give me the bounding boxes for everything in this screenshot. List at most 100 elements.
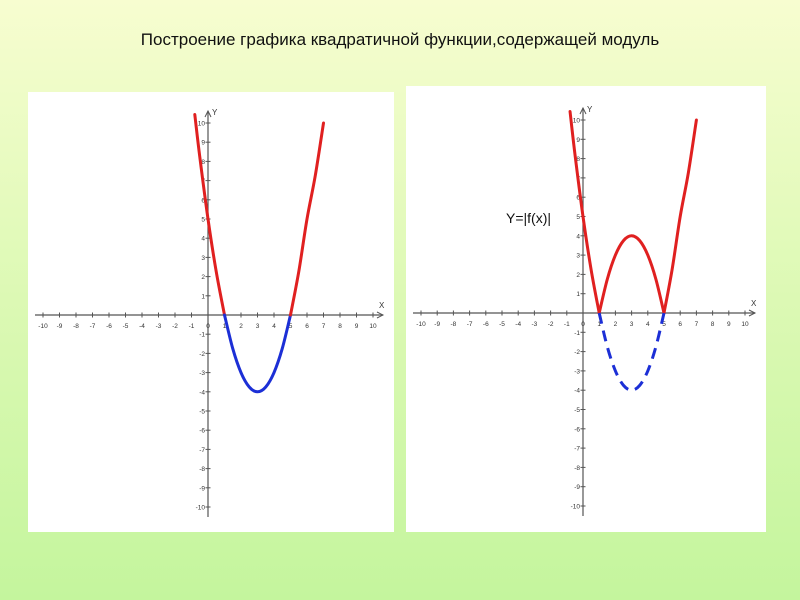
chart1-x-tick-label: 3 — [630, 321, 634, 328]
chart0-x-tick-label: -8 — [73, 323, 79, 330]
chart0-x-tick-label: -3 — [156, 323, 162, 330]
chart0-x-tick-label: 10 — [369, 323, 377, 330]
chart1-y-tick-label: 2 — [576, 272, 580, 279]
chart0-x-tick-label: 2 — [239, 323, 243, 330]
chart1-series-1 — [597, 234, 666, 315]
chart1-x-tick-label: -9 — [434, 321, 440, 328]
chart0-y-tick-label: -7 — [199, 447, 205, 454]
chart0-y-tick-label: -1 — [199, 332, 205, 339]
chart1-series-0 — [568, 110, 601, 315]
chart1-x-tick-label: 10 — [741, 321, 749, 328]
chart1-series-2 — [662, 118, 698, 315]
chart0-series-2 — [289, 121, 325, 317]
chart1-y-tick-label: -2 — [574, 349, 580, 356]
chart0-y-tick-label: 2 — [201, 274, 205, 281]
chart0-x-tick-label: -1 — [189, 323, 195, 330]
chart1-y-axis-label: Y — [587, 105, 593, 114]
chart0-x-tick-label: -5 — [123, 323, 129, 330]
chart0-x-tick-label: -2 — [172, 323, 178, 330]
chart0-x-tick-label: 5 — [289, 323, 293, 330]
chart1-annotation: Y=|f(x)| — [506, 210, 551, 226]
chart1-x-tick-label: -2 — [548, 321, 554, 328]
chart0-x-tick-label: 3 — [256, 323, 260, 330]
chart1-x-tick-label: -7 — [467, 321, 473, 328]
chart0-x-tick-label: -7 — [90, 323, 96, 330]
chart1-x-tick-label: 0 — [581, 321, 585, 328]
chart1-x-tick-label: -10 — [416, 321, 426, 328]
chart0-x-tick-label: 6 — [305, 323, 309, 330]
chart1-y-tick-label: 6 — [576, 195, 580, 202]
chart0-x-axis-arrow — [376, 311, 385, 319]
chart1-x-tick-label: -4 — [515, 321, 521, 328]
chart0-y-tick-label: -10 — [196, 505, 206, 512]
chart1-x-tick-label: 8 — [711, 321, 715, 328]
chart1-x-tick-label: -5 — [499, 321, 505, 328]
chart0-x-tick-label: 0 — [206, 323, 210, 330]
chart0-x-tick-label: 9 — [355, 323, 359, 330]
chart1-y-tick-label: -1 — [574, 330, 580, 337]
chart1-y-tick-label: -9 — [574, 484, 580, 491]
chart1-y-tick-label: -7 — [574, 446, 580, 453]
chart0-y-tick-label: -4 — [199, 389, 205, 396]
chart1-x-tick-label: 1 — [597, 321, 601, 328]
chart0-x-tick-label: -10 — [38, 323, 48, 330]
chart0-x-tick-label: -6 — [106, 323, 112, 330]
chart1-x-axis-arrow — [748, 309, 757, 317]
chart1-x-tick-label: 7 — [695, 321, 699, 328]
chart0-x-tick-label: 4 — [272, 323, 276, 330]
chart0-y-tick-label: -6 — [199, 428, 205, 435]
chart1-x-tick-label: 9 — [727, 321, 731, 328]
chart1-x-tick-label: -1 — [564, 321, 570, 328]
chart1-y-tick-label: 5 — [576, 214, 580, 221]
chart0-y-tick-label: 10 — [198, 121, 206, 128]
chart1-y-tick-label: 8 — [576, 156, 580, 163]
chart-left: XY-10 -9 -8 -7 -6 -5 -4 -3 -2 -1 0 1 2 3 4 5 6 7 8 9 1010987… — [35, 108, 385, 517]
chart0-x-axis-label: X — [379, 301, 385, 310]
chart0-y-tick-label: 8 — [201, 159, 205, 166]
chart1-y-tick-label: 9 — [576, 137, 580, 144]
chart-panel-left: X Y -10 -9 -8 -7 -6 -5 -4 -3 -2 -1 0 1 2 3 4 5 6 7 8 9 10 10 9 8 7… — [28, 92, 394, 532]
chart1-x-tick-label: 2 — [614, 321, 618, 328]
chart1-y-axis-arrow — [579, 106, 587, 115]
chart0-y-tick-label: -8 — [199, 466, 205, 473]
chart1-x-tick-label: -6 — [483, 321, 489, 328]
page-title: Построение графика квадратичной функции,… — [140, 30, 660, 49]
chart1-y-tick-label: 3 — [576, 253, 580, 260]
chart0-x-tick-label: -4 — [139, 323, 145, 330]
chart1-x-tick-label: 5 — [662, 321, 666, 328]
chart0-y-axis-arrow — [204, 109, 212, 118]
chart1-x-tick-label: 4 — [646, 321, 650, 328]
chart1-y-tick-label: -3 — [574, 368, 580, 375]
chart0-y-tick-label: 6 — [201, 197, 205, 204]
chart0-series-0 — [193, 113, 226, 317]
chart1-x-tick-label: -3 — [532, 321, 538, 328]
chart0-y-axis-label: Y — [212, 108, 218, 117]
chart1-y-tick-label: -6 — [574, 426, 580, 433]
chart0-x-tick-label: 8 — [338, 323, 342, 330]
chart1-y-tick-label: 1 — [576, 291, 580, 298]
chart0-y-tick-label: 5 — [201, 217, 205, 224]
chart1-y-tick-label: -8 — [574, 465, 580, 472]
chart0-x-tick-label: 7 — [322, 323, 326, 330]
chart0-y-tick-label: 9 — [201, 140, 205, 147]
chart-panel-right: X Y -10 -9 -8 -7 -6 -5 -4 -3 -2 -1 0 1 2 3 4 5 6 7 8 9 10 10 9 8 7… — [406, 86, 766, 532]
chart1-x-tick-label: -8 — [451, 321, 457, 328]
chart0-x-tick-label: 1 — [223, 323, 227, 330]
chart1-y-tick-label: 10 — [573, 118, 581, 125]
chart1-y-tick-label: -5 — [574, 407, 580, 414]
chart0-y-tick-label: -3 — [199, 370, 205, 377]
chart0-y-tick-label: 1 — [201, 293, 205, 300]
chart0-y-tick-label: -9 — [199, 485, 205, 492]
chart1-y-tick-label: -10 — [571, 504, 581, 511]
chart0-x-tick-label: -9 — [57, 323, 63, 330]
chart0-y-tick-label: -2 — [199, 351, 205, 358]
chart0-y-tick-label: 4 — [201, 236, 205, 243]
chart0-y-tick-label: -5 — [199, 409, 205, 416]
chart0-y-tick-label: 3 — [201, 255, 205, 262]
chart1-y-tick-label: 4 — [576, 233, 580, 240]
chart1-series-3 — [597, 312, 666, 392]
chart0-series-1 — [223, 313, 292, 394]
chart-right: XY-10 -9 -8 -7 -6 -5 -4 -3 -2 -1 0 1 2 3 4 5 6 7 8 9 1010987… — [413, 105, 757, 516]
chart1-y-tick-label: -4 — [574, 388, 580, 395]
chart1-x-axis-label: X — [751, 299, 757, 308]
